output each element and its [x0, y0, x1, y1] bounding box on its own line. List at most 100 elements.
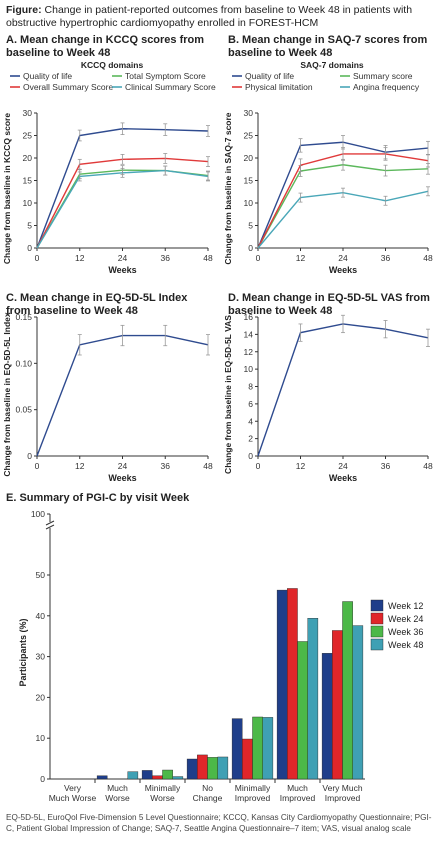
- x-tick-label: 48: [203, 461, 213, 471]
- legend-swatch: [370, 638, 384, 651]
- y-tick-label: 30: [23, 108, 33, 118]
- axis-break-gap: [46, 522, 54, 528]
- x-tick-label: Worse: [105, 793, 130, 803]
- bar: [321, 653, 333, 780]
- y-axis-label: Change from baseline in EQ-5D-5L Index: [2, 312, 12, 476]
- x-tick-label: 48: [423, 461, 433, 471]
- y-tick-label: 5: [248, 221, 253, 231]
- x-tick-label: 48: [423, 253, 433, 263]
- line-chart-C: 0 0.05 0.10 0.15 0 12 24 36 48 Weeks Change from b…: [2, 312, 213, 483]
- legend-label: Quality of life: [23, 71, 72, 81]
- bar: [141, 770, 153, 780]
- legend-label: Week 36: [388, 627, 423, 637]
- bar: [231, 718, 243, 780]
- legend-label: Week 48: [388, 640, 423, 650]
- y-tick-label: 16: [244, 312, 254, 322]
- x-tick-label: 36: [161, 461, 171, 471]
- y-tick-label: 0: [40, 774, 45, 784]
- bar: [252, 716, 263, 780]
- x-tick-label: 0: [256, 253, 261, 263]
- y-tick-label: 20: [244, 153, 254, 163]
- bar: [342, 601, 353, 780]
- bar: [197, 754, 208, 780]
- x-tick-label: 24: [338, 253, 348, 263]
- legend-label: Physical limitation: [245, 82, 313, 92]
- bar: [127, 771, 139, 780]
- x-tick-label: Much Worse: [49, 793, 97, 803]
- bar: [262, 717, 274, 780]
- panel-c-title: C. Mean change in EQ-5D-5L Index from ba…: [6, 292, 188, 317]
- bar: [186, 758, 198, 780]
- legend-swatch: [370, 625, 384, 638]
- y-tick-label: 10: [244, 198, 254, 208]
- x-tick-label: 0: [35, 461, 40, 471]
- x-tick-label: 0: [35, 253, 40, 263]
- x-axis-label: Weeks: [108, 265, 136, 275]
- x-tick-label: 36: [381, 253, 391, 263]
- x-tick-label: 0: [256, 461, 261, 471]
- y-tick-label: 15: [23, 176, 33, 186]
- x-axis-label: Weeks: [329, 473, 357, 483]
- y-tick-label: 0: [248, 243, 253, 253]
- x-tick-label: 36: [381, 461, 391, 471]
- series-line: [36, 128, 209, 249]
- y-tick-label: 6: [248, 399, 253, 409]
- y-tick-label: 30: [36, 652, 46, 662]
- x-tick-label: 36: [161, 253, 171, 263]
- bar: [207, 757, 218, 780]
- legend-swatch: [370, 599, 384, 612]
- y-axis-label: Change from baseline in SAQ-7 score: [223, 112, 233, 264]
- bar: [96, 775, 108, 780]
- figure-caption: Figure: Change in patient-reported outco…: [6, 4, 434, 30]
- bar: [352, 625, 364, 780]
- x-tick-label: 48: [203, 253, 213, 263]
- legend-label: Week 12: [388, 601, 423, 611]
- x-tick-label: Improved: [325, 793, 361, 803]
- y-tick-label: 40: [36, 611, 46, 621]
- x-tick-label: Much: [107, 783, 128, 793]
- series-line: [36, 334, 209, 457]
- x-tick-label: 12: [75, 461, 85, 471]
- panel-e-title: E. Summary of PGI-C by visit Week: [6, 492, 190, 504]
- line-chart-A: 0 5 10 15 20 25 30 0 12 24 36 48 Weeks Change from ba…: [2, 60, 216, 275]
- y-tick-label: 20: [36, 692, 46, 702]
- x-tick-label: 24: [118, 461, 128, 471]
- x-tick-label: 24: [118, 253, 128, 263]
- bar: [172, 776, 184, 780]
- x-tick-label: No: [202, 783, 213, 793]
- axis-break-mark: [45, 524, 55, 530]
- legend-label: Overall Summary Score: [23, 82, 113, 92]
- y-tick-label: 0: [27, 243, 32, 253]
- figure-caption-text: Change in patient-reported outcomes from…: [6, 4, 413, 29]
- y-tick-label: 2: [248, 434, 253, 444]
- legend-label: Week 24: [388, 614, 423, 624]
- legend-label: Clinical Summary Score: [125, 82, 216, 92]
- x-tick-label: 12: [75, 253, 85, 263]
- axis-break-mark: [45, 520, 55, 526]
- x-tick-label: Improved: [280, 793, 316, 803]
- footnote: EQ-5D-5L, EuroQol Five-Dimension 5 Level…: [6, 813, 432, 833]
- legend-label: Total Symptom Score: [125, 71, 206, 81]
- x-tick-label: Minimally: [145, 783, 181, 793]
- bar: [276, 589, 288, 780]
- legend-label: Quality of life: [245, 71, 294, 81]
- x-tick-label: Very: [64, 783, 82, 793]
- y-tick-label: 100: [31, 509, 45, 519]
- panel-a-title: A. Mean change in KCCQ scores from basel…: [6, 34, 205, 59]
- bar: [242, 738, 253, 780]
- y-tick-label: 15: [244, 176, 254, 186]
- bar: [217, 756, 229, 780]
- bar: [287, 588, 298, 780]
- x-tick-label: Improved: [235, 793, 271, 803]
- x-tick-label: 24: [338, 461, 348, 471]
- x-tick-label: Worse: [150, 793, 175, 803]
- legend-title: KCCQ domains: [81, 60, 144, 70]
- x-tick-label: Change: [193, 793, 223, 803]
- y-tick-label: 0.10: [15, 358, 32, 368]
- y-tick-label: 0: [27, 451, 32, 461]
- panel-b-title: B. Mean change in SAQ-7 scores from base…: [228, 34, 428, 59]
- bar: [307, 618, 319, 780]
